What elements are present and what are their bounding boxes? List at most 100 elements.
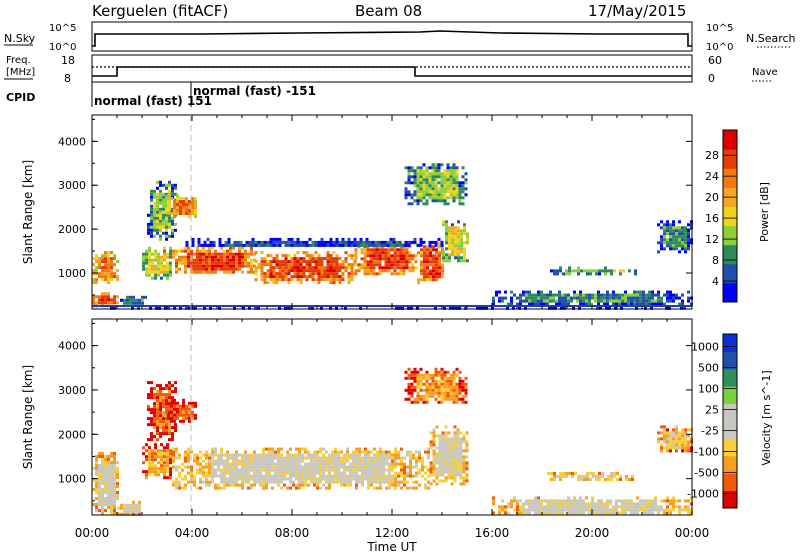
power-cell — [663, 226, 666, 230]
power-cell — [278, 266, 282, 270]
velocity-cell — [424, 465, 427, 469]
velocity-cell — [394, 474, 397, 478]
velocity-cell — [534, 508, 537, 512]
velocity-cell — [615, 508, 618, 512]
power-cell — [681, 226, 684, 230]
velocity-cell — [107, 503, 110, 506]
power-cell — [442, 259, 445, 263]
power-cell — [422, 178, 426, 182]
velocity-cell — [110, 500, 113, 503]
velocity-cell — [376, 459, 379, 463]
power-cell — [669, 238, 672, 242]
velocity-cell — [373, 471, 376, 475]
velocity-cell — [280, 456, 283, 460]
power-cell — [452, 172, 456, 176]
power-cell — [332, 269, 336, 273]
power-cell — [95, 266, 98, 270]
velocity-cell — [159, 417, 162, 421]
velocity-cell — [298, 486, 301, 490]
power-cell — [147, 222, 150, 226]
power-cell — [434, 190, 438, 194]
velocity-cell — [447, 470, 451, 474]
velocity-cell — [358, 468, 361, 472]
power-cell — [437, 175, 441, 179]
velocity-cell — [370, 471, 373, 475]
power-cell — [410, 181, 414, 185]
power-cell — [435, 275, 438, 279]
velocity-cell — [654, 508, 657, 512]
velocity-cell — [241, 462, 244, 466]
power-cell — [495, 293, 498, 297]
power-cell — [669, 235, 672, 239]
velocity-cell — [116, 491, 119, 494]
velocity-cell — [633, 508, 636, 512]
velocity-cell — [444, 425, 448, 429]
power-cell — [347, 243, 351, 247]
power-cell — [317, 260, 321, 264]
power-cell — [171, 207, 174, 211]
velocity-cell — [556, 475, 559, 478]
velocity-cell — [410, 391, 414, 395]
velocity-cell — [340, 465, 343, 469]
power-cell — [448, 235, 451, 239]
velocity-cell — [444, 440, 448, 444]
velocity-cell — [519, 508, 522, 512]
power-cell — [305, 266, 309, 270]
power-cell — [224, 240, 228, 244]
velocity-cell — [176, 416, 179, 420]
velocity-cell — [107, 500, 110, 503]
velocity-cell — [441, 467, 445, 471]
velocity-cell — [367, 462, 370, 466]
power-cell — [296, 243, 300, 247]
power-cell — [455, 169, 459, 173]
power-cell — [335, 237, 339, 241]
power-cell — [446, 202, 450, 206]
velocity-cell — [422, 376, 426, 380]
power-cell — [266, 254, 270, 258]
power-cell — [326, 254, 330, 258]
velocity-cell — [537, 508, 540, 512]
velocity-cell — [600, 502, 603, 506]
power-cell — [107, 298, 110, 302]
velocity-cell — [205, 477, 208, 481]
power-cell — [205, 264, 208, 268]
power-cell — [241, 264, 244, 268]
power-cell — [396, 257, 400, 261]
velocity-cell — [660, 505, 663, 509]
power-cell — [455, 172, 459, 176]
velocity-cell — [367, 459, 370, 463]
power-cell — [363, 266, 367, 270]
velocity-cell — [168, 390, 171, 394]
velocity-cell — [166, 446, 169, 450]
velocity-cell — [604, 478, 607, 481]
power-cell — [163, 255, 166, 259]
power-cell — [687, 290, 690, 294]
velocity-cell — [446, 397, 450, 401]
velocity-cell — [528, 502, 531, 506]
power-cell — [363, 269, 367, 273]
power-cell — [166, 276, 169, 280]
power-cell — [158, 306, 161, 310]
power-cell — [454, 244, 457, 248]
velocity-cell — [159, 387, 162, 391]
power-cell — [169, 261, 172, 265]
power-cell — [191, 243, 195, 247]
velocity-cell — [465, 464, 469, 468]
velocity-cell — [627, 502, 630, 506]
velocity-cell — [159, 405, 162, 409]
power-cell — [452, 199, 456, 203]
velocity-cell — [531, 502, 534, 506]
velocity-cell — [265, 477, 268, 481]
power-cell — [411, 263, 415, 267]
power-cell — [171, 183, 174, 187]
power-colorbar-tick-label: 8 — [712, 254, 719, 267]
velocity-cell — [443, 373, 447, 377]
velocity-cell — [428, 382, 432, 386]
velocity-cell — [116, 470, 119, 473]
velocity-cell — [319, 459, 322, 463]
velocity-cell — [107, 461, 110, 464]
power-cell — [266, 260, 270, 264]
velocity-cell — [343, 468, 346, 472]
velocity-cell — [110, 506, 113, 509]
